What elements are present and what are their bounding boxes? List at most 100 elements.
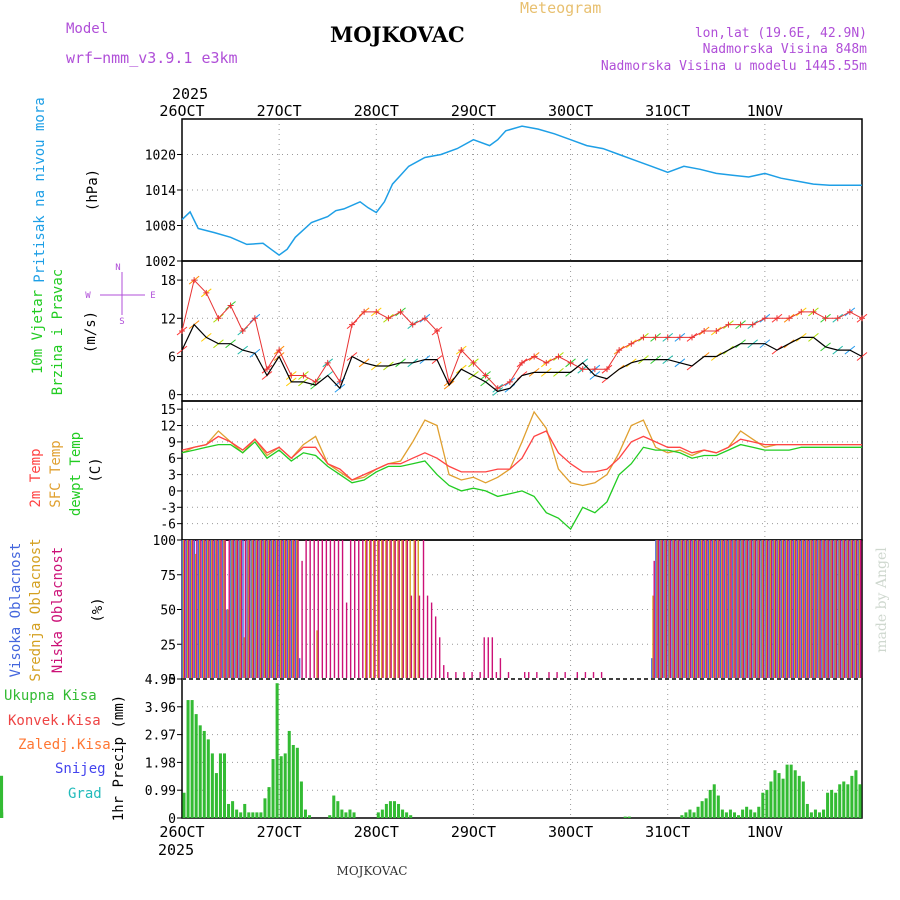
precip-total-bar	[745, 806, 749, 818]
precip-total-bar	[0, 809, 4, 818]
precip-total-bar	[842, 781, 846, 818]
wind-gust-marker	[737, 321, 744, 328]
precip-total-bar	[409, 815, 413, 818]
wind-gust-marker	[361, 308, 368, 315]
wind-gust-marker	[288, 372, 295, 379]
precip-total-bar	[380, 809, 384, 818]
bottom-date-label: 1NOV	[747, 823, 783, 841]
precip-total-bar	[846, 784, 850, 818]
wind-gust-marker	[567, 359, 574, 366]
precip-total-bar	[275, 683, 279, 818]
wind-gust-marker	[640, 334, 647, 341]
precip-total-bar	[753, 812, 757, 818]
wind-ylabel-1: 10m Vjetar	[30, 290, 46, 374]
precip-total-bar	[401, 809, 405, 818]
top-date-label: 1NOV	[747, 102, 783, 120]
precip-total-bar	[838, 784, 842, 818]
precip-total-bar	[809, 812, 813, 818]
legend-graupel: Grad	[68, 786, 102, 802]
precip-total-bar	[287, 730, 291, 818]
wind-gust-marker	[239, 328, 246, 334]
wind-gust-marker	[859, 315, 865, 322]
temp-ylabel-sfc: SFC Temp	[48, 440, 64, 507]
precip-total-bar	[384, 803, 388, 818]
precip-total-bar	[267, 787, 271, 818]
precip-total-bar	[247, 812, 251, 818]
precip-total-bar	[352, 812, 356, 818]
wind-gust-marker	[482, 372, 489, 379]
precip-total-bar	[182, 792, 186, 818]
ytick-label: 100	[153, 534, 176, 549]
precip-total-bar	[271, 759, 275, 818]
ytick-label: 15	[160, 403, 176, 418]
wind-gust-marker	[300, 372, 307, 379]
precip-total-bar	[388, 801, 392, 818]
precip-total-bar	[708, 789, 712, 818]
compass-north: N	[115, 263, 120, 273]
precip-total-bar	[376, 812, 380, 818]
ytick-label: 3	[168, 469, 176, 484]
precip-total-bar	[785, 764, 789, 818]
precip-total-bar	[696, 806, 700, 818]
precip-total-bar	[805, 803, 809, 818]
precip-total-bar	[854, 770, 858, 818]
temp-2m-line	[181, 430, 862, 481]
precip-total-bar	[813, 809, 817, 818]
precip-total-bar	[704, 798, 708, 818]
model-name: wrf−nmm_v3.9.1 e3km	[66, 49, 238, 67]
precip-total-bar	[194, 714, 198, 818]
ytick-label: 0.99	[145, 784, 176, 799]
wind-gust-marker	[761, 315, 768, 322]
panel-frame	[181, 400, 863, 541]
precip-total-bar	[737, 815, 741, 818]
wind-gust-marker	[810, 308, 817, 315]
precip-total-bar	[765, 789, 769, 818]
precip-total-bar	[259, 812, 263, 818]
wind-gust-marker	[628, 340, 635, 347]
ytick-label: 6	[168, 350, 176, 365]
wind-gust-marker	[191, 277, 198, 284]
precip-total-bar	[716, 795, 720, 818]
wind-gust-marker	[349, 321, 355, 328]
wind-gust-marker	[616, 347, 623, 354]
precip-total-bar	[239, 812, 243, 818]
wind-gust-marker	[701, 328, 708, 334]
ytick-label: 6	[168, 452, 176, 467]
precip-total-bar	[392, 801, 397, 818]
cloud-ylabel-low: Niska Oblacnost	[50, 547, 66, 673]
ytick-label: 75	[160, 569, 176, 584]
ytick-label: 0	[168, 812, 176, 827]
ytick-label: 25	[160, 638, 176, 653]
signature: made by Angel	[874, 547, 890, 653]
compass-east: E	[150, 291, 155, 301]
wind-gust-marker	[555, 353, 562, 360]
ytick-label: 0	[168, 673, 176, 688]
wind-gust-marker	[798, 308, 805, 315]
ytick-label: -3	[160, 501, 176, 516]
precip-total-bar	[231, 801, 235, 818]
bottom-date-label: 27OCT	[257, 823, 302, 841]
ytick-label: 0	[168, 389, 176, 404]
wind-gust-marker	[725, 321, 732, 328]
precip-total-bar	[627, 816, 631, 818]
precip-total-bar	[227, 803, 231, 818]
top-date-label: 27OCT	[257, 102, 302, 120]
wind-gust-marker	[434, 328, 440, 334]
wind-gust-marker	[652, 334, 659, 341]
dewpt-temp-line	[181, 440, 862, 531]
wind-gust-marker	[324, 359, 331, 366]
wind-ylabel-2: Brzina i Pravac	[50, 269, 66, 395]
wind-gust-marker	[251, 315, 258, 322]
ytick-label: 2.97	[145, 729, 176, 744]
precip-total-bar	[793, 770, 797, 818]
ytick-label: 1008	[145, 220, 176, 235]
wind-gust-marker	[591, 366, 598, 373]
precip-total-bar	[255, 812, 259, 818]
wind-gust-marker	[604, 366, 610, 373]
precip-total-bar	[817, 812, 822, 818]
precip-total-bar	[405, 812, 409, 818]
precip-total-bar	[210, 753, 214, 818]
precip-total-bar	[822, 809, 826, 818]
